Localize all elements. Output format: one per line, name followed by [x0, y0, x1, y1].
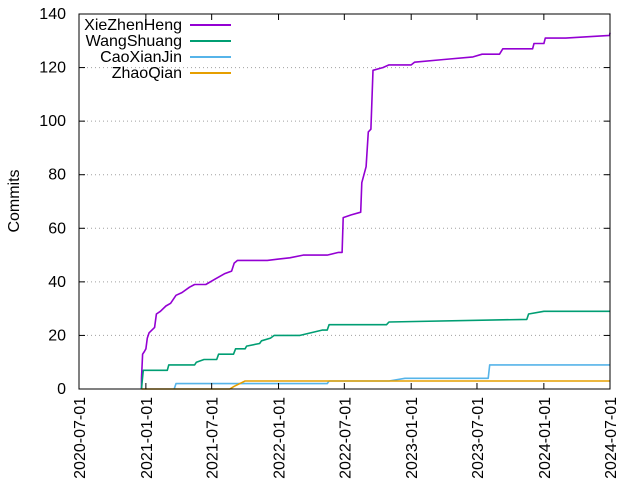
y-tick-label: 40	[48, 274, 66, 291]
x-tick-label: 2022-01-01	[272, 397, 289, 479]
x-tick-label: 2022-07-01	[337, 397, 354, 479]
x-tick-label: 2021-07-01	[205, 397, 222, 479]
y-tick-label: 60	[48, 220, 66, 237]
grid-lines	[79, 67, 610, 336]
x-tick-label: 2021-01-01	[139, 397, 156, 479]
y-tick-label: 80	[48, 167, 66, 184]
legend-label: XieZhenHeng	[84, 17, 182, 34]
legend-label: ZhaoQian	[112, 65, 182, 82]
y-axis-title: Commits	[6, 169, 23, 232]
legend-label: WangShuang	[86, 33, 182, 50]
x-tick-label: 2024-07-01	[603, 397, 620, 479]
x-tick-label: 2020-07-01	[72, 397, 89, 479]
legend-label: CaoXianJin	[100, 49, 182, 66]
series-line-caoxianjin	[173, 364, 610, 390]
y-tick-label: 120	[39, 60, 66, 77]
y-tick-label: 0	[57, 381, 66, 398]
x-tick-label: 2024-01-01	[537, 397, 554, 479]
series-line-wangshuang	[140, 310, 610, 390]
x-tick-label: 2023-01-01	[404, 397, 421, 479]
y-tick-label: 140	[39, 6, 66, 23]
axis-ticks: 0 20 40 60 80 100 120 140 2020-07-01 2021-01-01 20…	[39, 6, 620, 479]
x-tick-label: 2023-07-01	[470, 397, 487, 479]
y-tick-label: 20	[48, 327, 66, 344]
series-line-xiezhenheng	[140, 32, 611, 389]
y-tick-label: 100	[39, 113, 66, 130]
